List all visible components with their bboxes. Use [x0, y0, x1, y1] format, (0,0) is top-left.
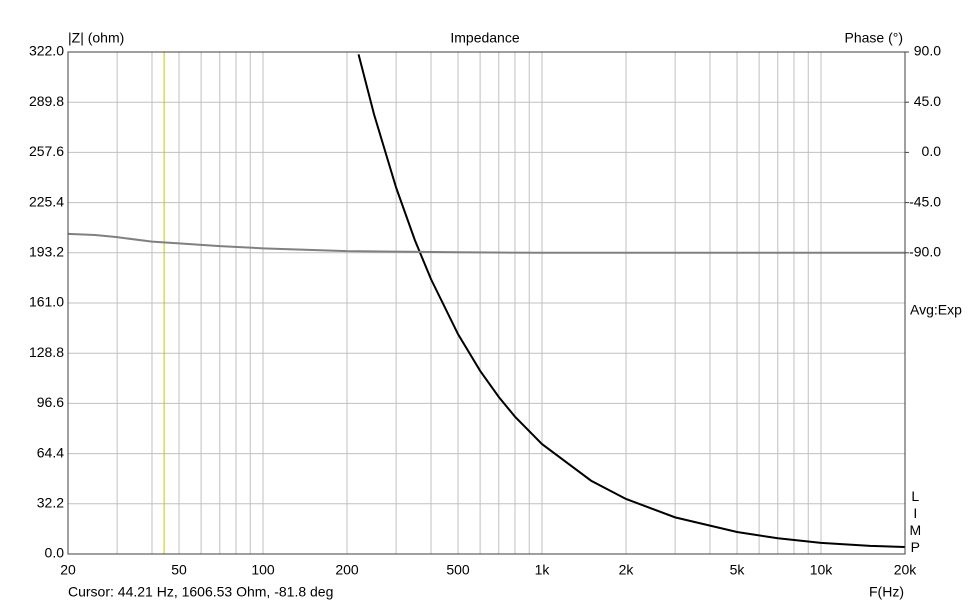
y-tick-label: 128.8 — [29, 344, 64, 360]
y2-tick-label: -45.0 — [909, 193, 941, 209]
x-tick-label: 20 — [60, 562, 76, 578]
y-tick-label: 225.4 — [29, 193, 64, 209]
x-tick-label: 10k — [810, 562, 834, 578]
y-tick-label: 257.6 — [29, 143, 64, 159]
x-tick-label: 500 — [446, 562, 470, 578]
plot-border — [67, 51, 906, 555]
y-tick-label: 289.8 — [29, 93, 64, 109]
x-tick-label: 200 — [335, 562, 359, 578]
y-tick-label: 64.4 — [37, 444, 64, 460]
cursor-readout: Cursor: 44.21 Hz, 1606.53 Ohm, -81.8 deg — [68, 584, 333, 600]
y-tick-label: 193.2 — [29, 244, 64, 260]
x-tick-label: 2k — [619, 562, 635, 578]
y2-tick-label: 45.0 — [914, 93, 941, 109]
y2-tick-label: 90.0 — [914, 43, 941, 59]
x-tick-label: 5k — [730, 562, 746, 578]
y-tick-label: 161.0 — [29, 294, 64, 310]
y-tick-label: 32.2 — [37, 495, 64, 511]
y-tick-label: 0.0 — [45, 545, 65, 561]
x-tick-label: 100 — [251, 562, 275, 578]
series-line — [68, 232, 905, 254]
x-tick-label: 1k — [535, 562, 551, 578]
program-label: LIMP — [907, 488, 923, 556]
chart-title: Impedance — [450, 30, 519, 46]
x-tick-label: 50 — [171, 562, 187, 578]
y2-tick-label: 0.0 — [922, 143, 942, 159]
series-line — [357, 54, 905, 548]
y-axis-label: |Z| (ohm) — [68, 30, 124, 46]
y2-axis-label: Phase (°) — [844, 30, 903, 46]
y2-tick-label: -90.0 — [909, 244, 941, 260]
x-tick-label: 20k — [894, 562, 918, 578]
averaging-label: Avg:Exp — [910, 302, 962, 318]
y-tick-label: 96.6 — [37, 394, 64, 410]
y-tick-label: 322.0 — [29, 43, 64, 59]
x-axis-label: F(Hz) — [869, 584, 904, 600]
